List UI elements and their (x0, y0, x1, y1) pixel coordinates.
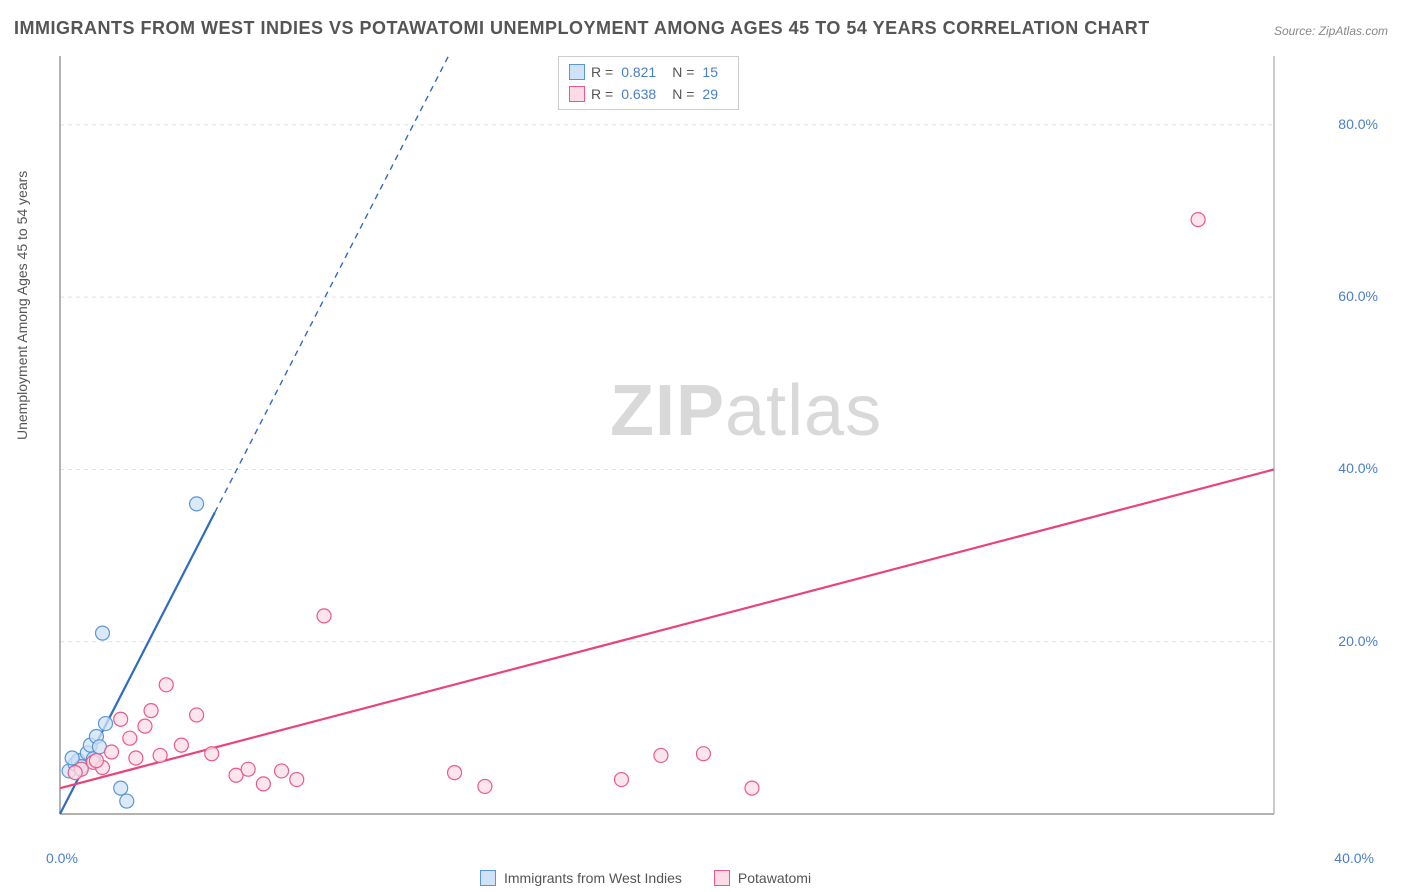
source-attribution: Source: ZipAtlas.com (1274, 24, 1388, 38)
legend-swatch (569, 64, 585, 80)
scatter-plot (54, 50, 1334, 838)
legend-swatch (714, 870, 730, 886)
y-tick-label: 40.0% (1338, 460, 1378, 476)
y-tick-label: 20.0% (1338, 633, 1378, 649)
r-value: 0.638 (621, 86, 656, 102)
n-value: 15 (702, 64, 718, 80)
r-label: R = (591, 86, 613, 102)
r-value: 0.821 (621, 64, 656, 80)
series-name: Potawatomi (738, 870, 811, 886)
legend-row: R = 0.638 N = 29 (569, 83, 728, 105)
chart-area (54, 50, 1334, 838)
y-tick-label: 80.0% (1338, 116, 1378, 132)
x-tick-max: 40.0% (1334, 850, 1374, 866)
series-name: Immigrants from West Indies (504, 870, 682, 886)
legend-swatch (480, 870, 496, 886)
n-label: N = (672, 64, 694, 80)
legend-item: Potawatomi (714, 870, 811, 886)
chart-title: IMMIGRANTS FROM WEST INDIES VS POTAWATOM… (14, 18, 1150, 39)
y-tick-label: 60.0% (1338, 288, 1378, 304)
n-value: 29 (702, 86, 718, 102)
y-axis-label: Unemployment Among Ages 45 to 54 years (14, 171, 30, 440)
series-legend: Immigrants from West Indies Potawatomi (480, 870, 811, 886)
correlation-legend: R = 0.821 N = 15 R = 0.638 N = 29 (558, 56, 739, 110)
legend-item: Immigrants from West Indies (480, 870, 682, 886)
r-label: R = (591, 64, 613, 80)
n-label: N = (672, 86, 694, 102)
legend-swatch (569, 86, 585, 102)
legend-row: R = 0.821 N = 15 (569, 61, 728, 83)
x-tick-min: 0.0% (46, 850, 78, 866)
